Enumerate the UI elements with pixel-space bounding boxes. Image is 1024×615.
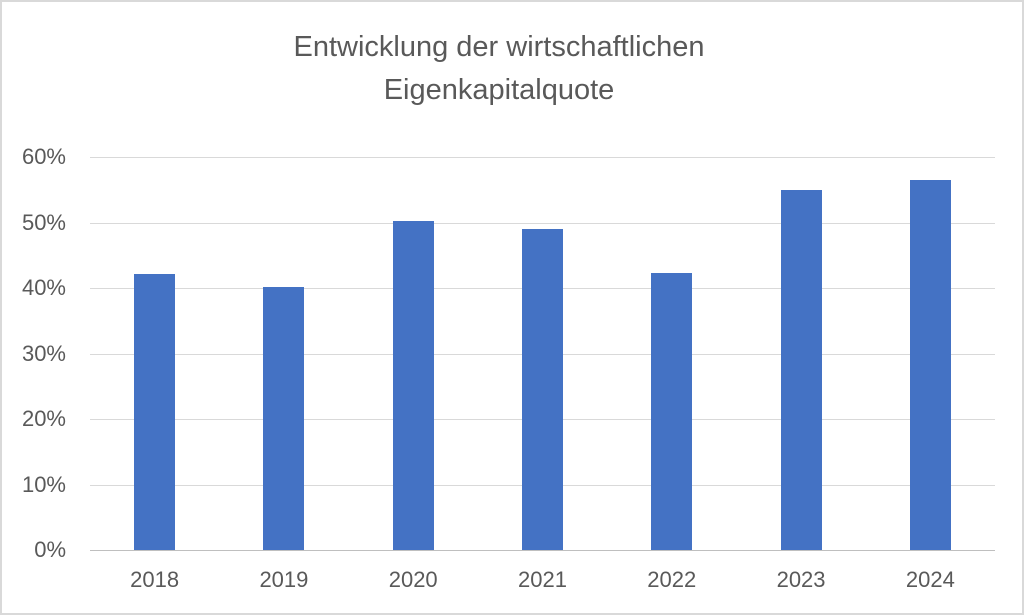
bar-2020 — [392, 220, 434, 550]
bar-2022 — [651, 272, 693, 550]
gridline — [90, 222, 995, 224]
x-axis-tick-label: 2023 — [776, 567, 826, 592]
y-axis-tick-label: 40% — [21, 275, 66, 300]
x-axis-tick-label: 2024 — [905, 567, 955, 592]
bar-2018 — [134, 273, 176, 550]
y-axis-tick-label: 50% — [21, 209, 66, 235]
chart-title-line-1: Entwicklung der wirtschaftlichen — [293, 31, 705, 63]
plot-area — [90, 157, 995, 551]
bar-2021 — [522, 229, 563, 550]
bar-2024 — [909, 179, 951, 550]
bar-2019 — [263, 287, 305, 550]
gridline — [90, 157, 995, 158]
x-axis-tick-label: 2022 — [647, 567, 697, 592]
x-axis-line — [90, 550, 995, 551]
y-axis-tick-label: 20% — [21, 406, 66, 431]
x-axis-tick-label: 2018 — [130, 567, 180, 592]
y-axis-tick-label: 0% — [34, 537, 66, 562]
x-axis-tick-label: 2020 — [388, 567, 438, 592]
y-axis-tick-label: 10% — [21, 471, 66, 497]
x-axis-tick-label: 2021 — [518, 567, 567, 592]
y-axis-tick-label: 60% — [21, 144, 66, 169]
y-axis-tick-label: 30% — [21, 340, 66, 366]
bar-2023 — [780, 189, 822, 550]
chart-title-line-2: Eigenkapitalquote — [383, 74, 615, 106]
chart-title: Entwicklung der wirtschaftlichen Eigenka… — [2, 26, 996, 112]
x-axis-tick-label: 2019 — [259, 567, 309, 592]
